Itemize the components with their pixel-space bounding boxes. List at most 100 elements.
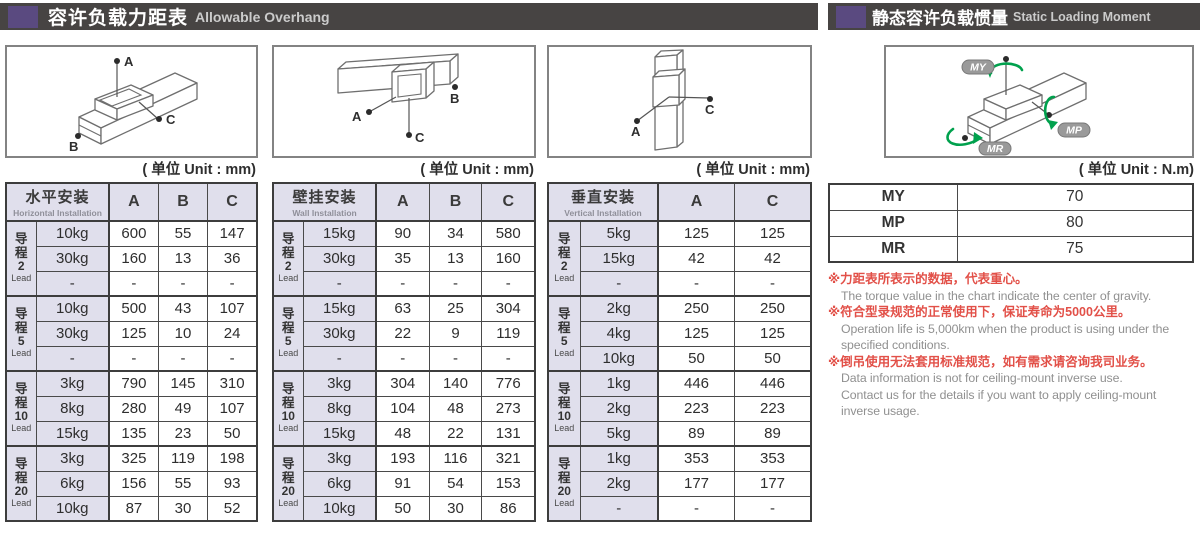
moment-label: MP: [828, 209, 958, 237]
lead-zh-char: 程: [14, 320, 28, 335]
value-cell: 310: [207, 370, 258, 397]
value-cell: -: [108, 345, 159, 372]
lead-number: 10: [14, 409, 28, 424]
static-loading-moment-panel: MY MP MR ( 单位 Unit : N.m) MY 70 MP 80 MR…: [828, 45, 1200, 420]
value-cell: 50: [734, 345, 812, 372]
table-row: 6kg 91 54 153: [273, 470, 536, 497]
value-cell: 63: [375, 295, 430, 322]
value-cell: 30: [157, 495, 209, 522]
load-cell: -: [35, 345, 110, 372]
value-cell: -: [428, 345, 483, 372]
note-zh: ※倒吊使用无法套用标准规范，如有需求请咨询我司业务。: [828, 354, 1153, 369]
load-cell: 15kg: [302, 220, 378, 247]
point-label-a: A: [631, 124, 641, 139]
value-cell: 42: [657, 245, 736, 272]
lead-group-label: 导程 20 Lead: [5, 445, 37, 522]
static-moment-table: MY 70 MP 80 MR 75: [828, 183, 1194, 263]
lead-zh-char: 导: [14, 307, 28, 322]
lead-group-label: 导程 20 Lead: [547, 445, 581, 522]
moment-mr-badge: MR: [987, 143, 1004, 155]
rail-vertical-drawing: A C: [631, 49, 715, 151]
load-cell: -: [579, 495, 660, 522]
vertical-installation-diagram: A C: [547, 45, 812, 158]
value-cell: 160: [481, 245, 536, 272]
value-cell: 107: [207, 395, 258, 422]
value-cell: -: [375, 270, 430, 297]
table-row: 2kg 223 223: [548, 395, 812, 422]
lead-en-label: Lead: [554, 423, 575, 434]
table-title-en: Wall Installation: [292, 208, 357, 218]
lead-zh-char: 程: [281, 320, 295, 335]
table-row: MR 75: [828, 235, 1194, 263]
value-cell: 22: [428, 420, 483, 447]
note-en: The torque value in the chart indicate t…: [841, 288, 1152, 303]
lead-zh-char: 程: [14, 470, 28, 485]
lead-zh-char: 导: [281, 307, 295, 322]
note-en: Operation life is 5,000km when the produ…: [841, 321, 1170, 336]
value-cell: 125: [734, 320, 812, 347]
table-title: 垂直安装 Vertical Installation: [547, 182, 660, 222]
load-cell: 5kg: [579, 420, 660, 447]
value-cell: 304: [375, 370, 430, 397]
value-cell: 55: [157, 470, 209, 497]
value-cell: -: [481, 345, 536, 372]
load-cell: 10kg: [35, 495, 110, 522]
table-row: 导程 20 Lead 3kg 325 119 198: [5, 445, 258, 522]
lead-en-label: Lead: [11, 423, 32, 434]
table-row: 15kg 135 23 50: [6, 420, 258, 447]
moment-label: MY: [828, 183, 958, 211]
lead-number: 20: [557, 484, 571, 499]
table-row: 5kg 89 89: [548, 420, 812, 447]
load-cell: 30kg: [35, 245, 110, 272]
value-cell: 273: [481, 395, 536, 422]
accent-square-icon: [836, 5, 866, 28]
value-cell: 48: [375, 420, 430, 447]
lead-group-label: 导程 2 Lead: [272, 220, 304, 297]
horizontal-installation-table: 水平安装 Horizontal Installation A B C 导程 2 Lead 10k…: [5, 182, 258, 522]
load-cell: 15kg: [302, 420, 378, 447]
horizontal-installation-panel: A C B ( 单位 Unit : mm) 水平安装 Horizontal Ins…: [5, 45, 258, 522]
lead-zh-char: 导: [557, 382, 571, 397]
load-cell: 2kg: [579, 395, 660, 422]
value-cell: -: [734, 270, 812, 297]
table-title-zh: 水平安装: [25, 189, 90, 206]
load-cell: 2kg: [579, 295, 660, 322]
column-header-b: B: [428, 182, 483, 222]
column-header-b: B: [157, 182, 209, 222]
value-cell: 42: [734, 245, 812, 272]
note-zh: ※力距表所表示的数据，代表重心。: [828, 272, 1028, 286]
value-cell: 446: [657, 370, 736, 397]
lead-number: 2: [17, 259, 25, 274]
value-cell: 54: [428, 470, 483, 497]
lead-zh-char: 导: [557, 232, 571, 247]
value-cell: 24: [207, 320, 258, 347]
load-cell: 5kg: [579, 220, 660, 247]
point-label-c: C: [415, 130, 425, 145]
lead-en-label: Lead: [278, 273, 299, 284]
column-header-c: C: [481, 182, 536, 222]
value-cell: 13: [157, 245, 209, 272]
load-cell: -: [302, 345, 378, 372]
value-cell: 36: [207, 245, 258, 272]
lead-zh-char: 程: [557, 395, 571, 410]
vertical-installation-table: 垂直安装 Vertical Installation A C 导程 2 Lead 5kg 125…: [547, 182, 812, 522]
value-cell: 50: [657, 345, 736, 372]
table-row: MY 70: [828, 183, 1194, 211]
lead-zh-char: 导: [14, 457, 28, 472]
value-cell: 22: [375, 320, 430, 347]
table-row: 导程 2 Lead 10kg 600 55 147: [5, 220, 258, 297]
lead-group-label: 导程 2 Lead: [5, 220, 37, 297]
table-row: ----: [6, 345, 258, 372]
value-cell: 90: [375, 220, 430, 247]
note-en: specified conditions.: [841, 338, 950, 352]
column-header-a: A: [108, 182, 159, 222]
accent-square-icon: [8, 5, 38, 28]
load-cell: 3kg: [302, 370, 378, 397]
lead-en-label: Lead: [278, 348, 299, 359]
load-cell: 10kg: [302, 495, 378, 522]
section-title-zh: 容许负载力距表: [48, 8, 189, 29]
lead-zh-char: 导: [557, 457, 571, 472]
value-cell: 280: [108, 395, 159, 422]
lead-number: 5: [17, 334, 25, 349]
table-row: 导程 20 Lead 1kg 353 353: [547, 445, 812, 522]
